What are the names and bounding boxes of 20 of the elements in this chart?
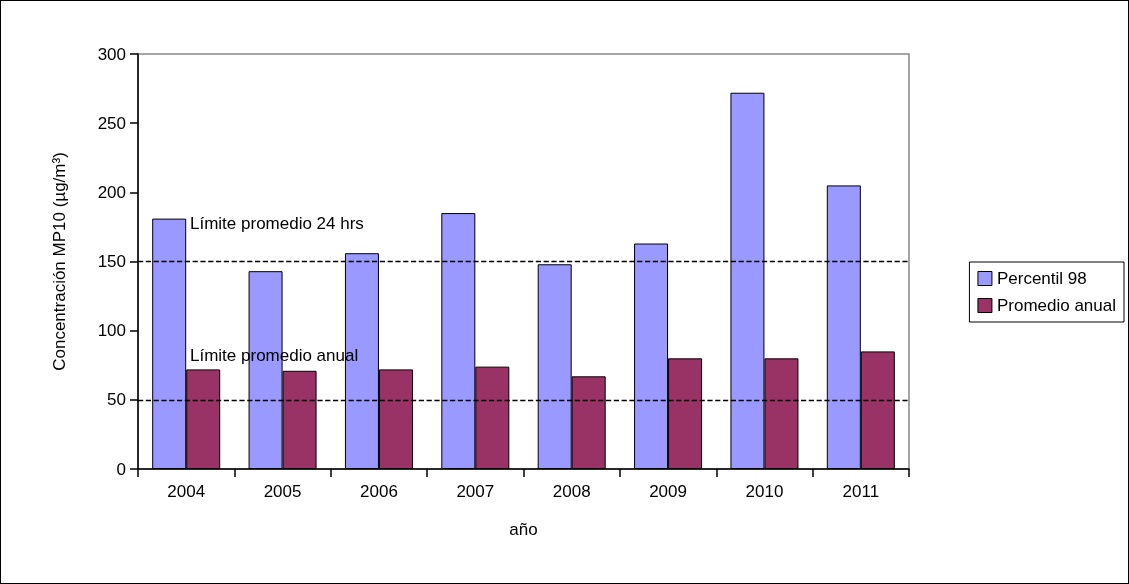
y-axis-title: Concentración MP10 (µg/m³) bbox=[50, 152, 69, 371]
y-tick-label: 0 bbox=[116, 459, 126, 479]
x-tick-label: 2004 bbox=[167, 482, 206, 501]
x-axis-title: año bbox=[509, 520, 538, 539]
legend-label: Percentil 98 bbox=[996, 269, 1087, 288]
y-tick-label: 200 bbox=[97, 182, 126, 202]
ref-line-label: Límite promedio 24 hrs bbox=[190, 213, 364, 233]
y-tick-label: 300 bbox=[97, 44, 126, 64]
y-tick-label: 100 bbox=[97, 321, 126, 341]
y-tick-label: 50 bbox=[107, 390, 126, 410]
y-tick-label: 250 bbox=[97, 113, 126, 133]
x-tick-label: 2009 bbox=[649, 482, 687, 501]
x-tick-label: 2006 bbox=[360, 482, 398, 501]
x-tick-label: 2005 bbox=[263, 482, 302, 501]
legend-label: Promedio anual bbox=[996, 296, 1116, 315]
x-tick-label: 2010 bbox=[745, 482, 784, 501]
x-tick-label: 2008 bbox=[552, 482, 591, 501]
y-tick-label: 150 bbox=[97, 252, 126, 271]
x-tick-label: 2011 bbox=[842, 482, 880, 501]
x-tick-label: 2007 bbox=[456, 482, 495, 501]
